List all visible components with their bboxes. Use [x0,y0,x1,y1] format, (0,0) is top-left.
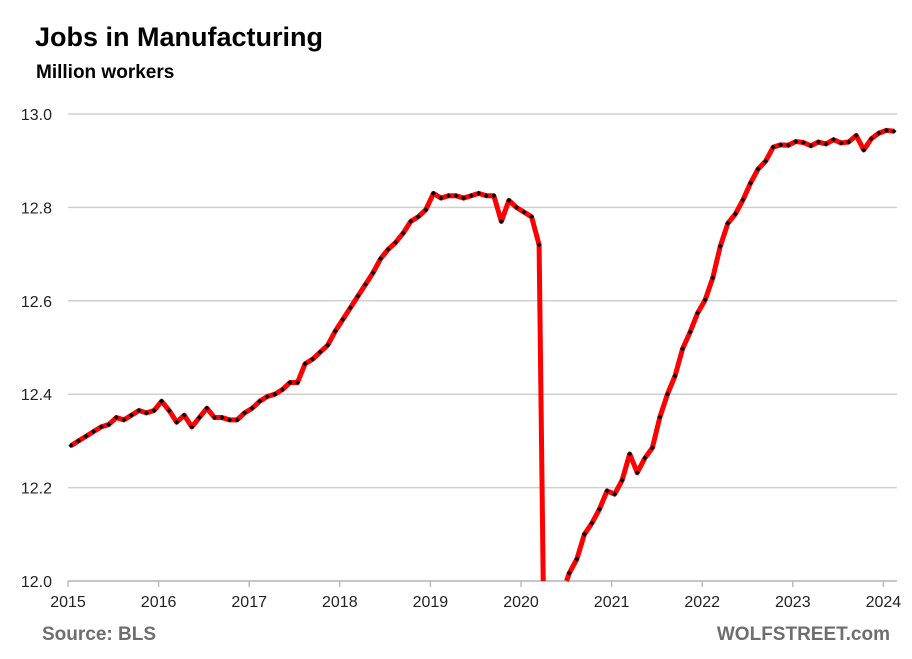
data-point [657,414,663,420]
data-point [279,386,285,393]
chart-title: Jobs in Manufacturing [35,22,324,52]
series-line [69,190,546,582]
y-tick-label: 12.4 [21,387,52,404]
data-point [355,293,361,299]
y-tick-label: 12.8 [21,200,52,217]
series-line [564,127,895,582]
data-point [257,398,263,404]
x-tick-label: 2022 [684,594,720,611]
data-point [143,410,150,416]
x-tick-label: 2018 [322,594,358,611]
x-tick-label: 2017 [231,594,267,611]
data-point [732,211,738,217]
data-point [325,342,331,348]
chart-subtitle: Million workers [36,62,175,83]
data-point [672,373,678,379]
data-point [234,417,240,423]
data-point [385,246,391,252]
x-tick-label: 2021 [594,594,630,611]
data-point [189,424,195,430]
data-point [128,412,134,418]
data-point [687,329,693,335]
y-tick-label: 13.0 [21,107,52,124]
data-point [136,407,142,414]
data-point [430,190,436,196]
data-point [362,281,368,288]
data-point [808,143,814,149]
data-point [370,270,376,276]
data-point [846,139,852,145]
data-point [491,193,497,199]
data-point [174,419,180,425]
data-point [310,356,316,362]
data-point [166,407,172,414]
x-tick-label: 2024 [866,594,902,611]
data-point [347,305,353,311]
data-point [536,242,542,248]
x-tick-label: 2019 [413,594,449,611]
data-point [378,256,384,262]
data-point [151,407,157,414]
y-tick-label: 12.6 [21,294,52,311]
data-point [227,417,233,423]
data-point [287,379,293,386]
data-point [793,139,799,145]
data-point [332,328,338,334]
data-point [264,393,270,400]
data-point [506,197,512,203]
x-tick-label: 2020 [503,594,539,611]
x-tick-label: 2015 [50,594,86,611]
data-point [853,132,859,139]
data-point [680,346,686,352]
data-point [468,193,474,199]
data-point [596,506,603,512]
data-point [589,520,595,526]
data-point [453,193,459,199]
data-point [249,405,255,411]
data-point [838,140,844,146]
data-point [196,415,202,421]
x-tick-label: 2023 [775,594,811,611]
data-point [294,379,301,386]
data-point [702,297,708,303]
data-point [181,412,187,418]
source-label: Source: BLS [42,624,157,645]
data-point [317,349,323,355]
data-point [272,391,278,397]
y-tick-label: 12.2 [21,481,52,498]
data-point [770,144,776,150]
brand-label: WOLFSTREET.com [716,624,890,645]
data-point [219,415,225,421]
data-point [604,488,610,494]
series-group [68,127,897,582]
data-point [159,398,165,404]
data-point [68,443,74,449]
data-point [211,415,217,421]
data-point [513,204,519,210]
data-point [612,491,618,497]
data-point [483,193,489,199]
data-point [408,218,414,224]
data-point [302,361,308,367]
data-point [415,214,421,220]
data-point [883,127,889,133]
data-point [393,239,399,245]
data-point [242,410,248,416]
data-point [445,193,452,199]
data-point [340,316,346,323]
data-point [566,570,572,576]
data-point [642,455,648,461]
data-point [204,405,210,411]
x-tick-label: 2016 [141,594,177,611]
data-point [710,275,716,281]
data-point [649,445,655,451]
data-point [740,197,746,203]
y-tick-label: 12.0 [21,574,52,591]
